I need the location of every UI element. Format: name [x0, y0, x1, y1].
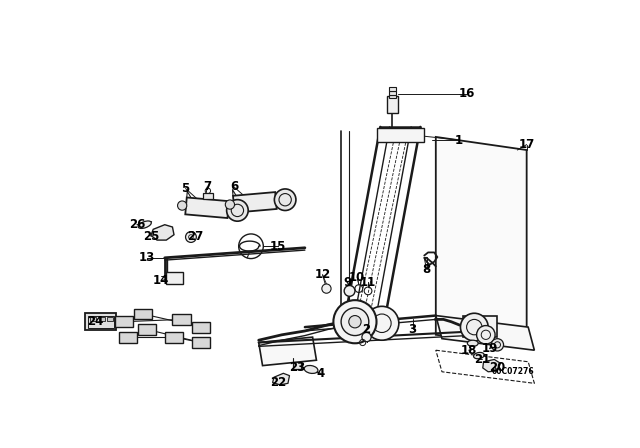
Polygon shape [483, 359, 500, 372]
Text: 1: 1 [455, 134, 463, 146]
Text: 23: 23 [289, 362, 305, 375]
Circle shape [362, 332, 371, 342]
Circle shape [322, 284, 331, 293]
Bar [99, 317, 105, 321]
Text: 22: 22 [270, 376, 286, 389]
Circle shape [333, 300, 376, 343]
Text: 5: 5 [181, 182, 189, 195]
Text: 7: 7 [203, 181, 211, 194]
Polygon shape [436, 315, 534, 350]
Ellipse shape [474, 353, 484, 359]
Polygon shape [233, 192, 276, 213]
Bar [293, 362, 301, 370]
Bar [389, 95, 396, 99]
Bar [118, 332, 137, 343]
Bar [192, 322, 210, 332]
Text: 24: 24 [87, 315, 104, 328]
Polygon shape [151, 225, 174, 240]
Circle shape [341, 308, 369, 336]
Bar [115, 316, 133, 327]
Ellipse shape [467, 340, 478, 346]
Text: 14: 14 [153, 275, 169, 288]
Circle shape [460, 313, 488, 341]
Text: 3: 3 [408, 323, 417, 336]
Bar [389, 87, 396, 91]
Text: 18: 18 [461, 344, 477, 357]
Text: 17: 17 [518, 138, 535, 151]
Circle shape [349, 315, 361, 328]
Bar [90, 317, 96, 321]
Bar [107, 317, 113, 321]
Circle shape [344, 285, 355, 296]
Text: 26: 26 [129, 218, 145, 231]
Bar [204, 193, 212, 198]
Circle shape [275, 189, 296, 211]
Text: 15: 15 [270, 240, 286, 253]
Bar [192, 337, 210, 348]
Text: 20: 20 [489, 361, 506, 374]
Bar [166, 271, 183, 284]
Text: 00C07276: 00C07276 [492, 367, 534, 376]
Text: 16: 16 [458, 87, 475, 100]
Polygon shape [185, 198, 229, 218]
Bar [376, 129, 424, 142]
Polygon shape [273, 373, 289, 385]
Ellipse shape [304, 366, 318, 374]
Text: 11: 11 [360, 276, 376, 289]
Circle shape [227, 200, 248, 221]
Bar [86, 313, 116, 330]
Bar [88, 315, 114, 328]
Text: 8: 8 [422, 263, 431, 276]
Bar [134, 309, 152, 319]
Text: 6: 6 [230, 181, 238, 194]
Circle shape [365, 306, 399, 340]
Ellipse shape [138, 221, 151, 228]
Text: 4: 4 [316, 367, 324, 380]
Bar [172, 314, 191, 325]
Circle shape [477, 326, 495, 344]
Text: 10: 10 [349, 271, 365, 284]
Circle shape [492, 339, 504, 351]
Circle shape [225, 200, 234, 209]
Text: 25: 25 [143, 230, 159, 243]
Text: 9: 9 [343, 276, 351, 289]
Text: 13: 13 [139, 251, 155, 264]
Text: 2: 2 [362, 323, 371, 336]
Text: 12: 12 [314, 268, 331, 281]
Text: 27: 27 [188, 230, 204, 243]
Bar [138, 324, 156, 335]
Text: 21: 21 [474, 353, 490, 366]
Bar [164, 332, 183, 343]
Circle shape [186, 232, 196, 242]
Polygon shape [436, 137, 527, 345]
Bar [389, 90, 396, 95]
Circle shape [177, 201, 187, 210]
Bar [463, 315, 497, 337]
Polygon shape [259, 337, 316, 366]
Text: 19: 19 [481, 342, 498, 355]
Bar [387, 96, 398, 113]
